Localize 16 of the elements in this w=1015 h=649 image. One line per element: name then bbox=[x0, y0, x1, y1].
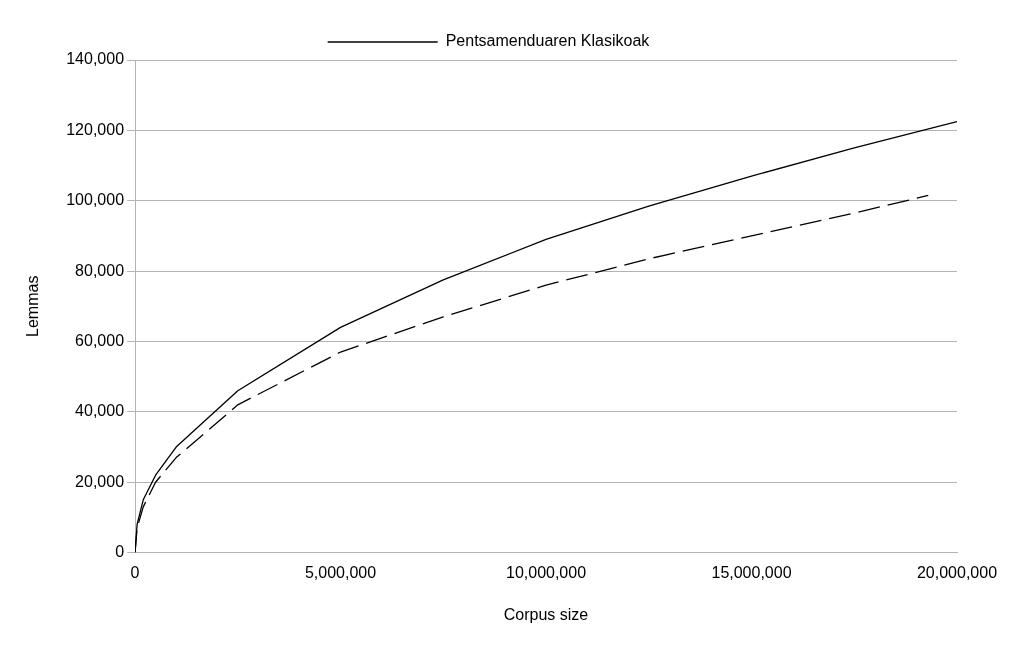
x-tick-label: 15,000,000 bbox=[711, 563, 792, 581]
x-axis-title: Corpus size bbox=[503, 605, 589, 623]
text: Pentsamenduaren Klasikoak bbox=[445, 32, 651, 50]
x-tick-label: 0 bbox=[130, 563, 140, 581]
x-tick-label: 20,000,000 bbox=[916, 563, 998, 581]
y-tick-label: 0 bbox=[115, 543, 125, 561]
x-tick-label: 5,000,000 bbox=[304, 563, 377, 581]
y-tick-label: 80,000 bbox=[75, 261, 125, 279]
y-tick-label: 40,000 bbox=[75, 402, 125, 420]
y-tick-label: 100,000 bbox=[66, 191, 125, 209]
y-axis-title: Lemmas bbox=[24, 275, 42, 337]
x-tick-label: 10,000,000 bbox=[505, 563, 587, 581]
y-tick-label: 140,000 bbox=[66, 50, 125, 68]
y-tick-label: 120,000 bbox=[66, 120, 125, 138]
y-tick-label: 60,000 bbox=[75, 331, 125, 349]
y-tick-label: 20,000 bbox=[75, 472, 125, 490]
